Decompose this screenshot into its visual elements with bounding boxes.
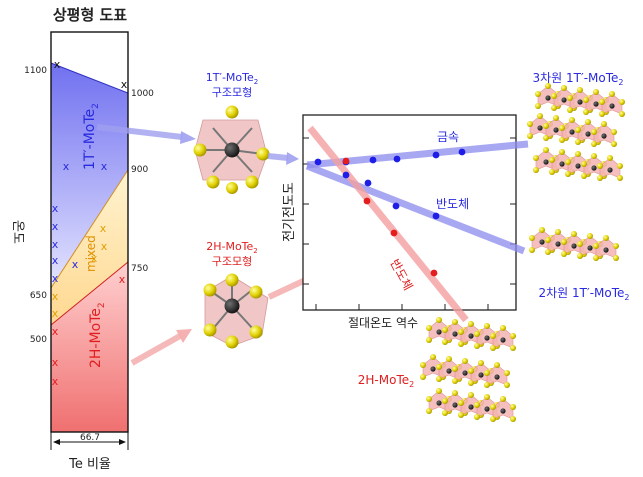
crystal-3d-structure	[527, 83, 625, 181]
data-point	[430, 269, 438, 277]
region-2h-label: 2H-MoTe2	[88, 302, 107, 368]
marker: x	[101, 160, 108, 173]
marker: x	[52, 290, 59, 303]
marker: x	[52, 325, 59, 338]
temperature-axis-label: 온도	[10, 220, 25, 244]
region-mixed	[51, 170, 128, 325]
crystal-2h-structure	[420, 317, 516, 422]
crystal-2d-structure	[529, 227, 619, 261]
temp-right-1000: 1000	[131, 89, 154, 99]
region-1t	[51, 63, 128, 288]
marker: x	[52, 238, 59, 251]
crystal-2d-label: 2차원 1T′-MoTe2	[538, 286, 629, 302]
phase-diagram-title: 상평형 도표	[53, 6, 127, 24]
region-mixed-label: mixed	[84, 235, 98, 272]
inverse-temperature-axis-label: 절대온도 역수	[348, 316, 418, 330]
phase-frame	[50, 31, 129, 433]
semiconductor-label-blue: 반도체	[436, 197, 469, 211]
marker: x	[72, 258, 79, 271]
data-point	[393, 155, 401, 163]
structure-2h-model-diagram	[203, 273, 269, 349]
crystal-3d-label: 3차원 1T′-MoTe2	[532, 71, 623, 87]
structure-1t-model-diagram	[193, 105, 270, 194]
temp-left-650: 650	[30, 291, 47, 301]
structure-1t-model: 구조모형	[212, 86, 252, 99]
region-2h	[51, 262, 128, 432]
marker: x	[54, 58, 61, 71]
marker: x	[101, 240, 108, 253]
data-point	[390, 229, 398, 237]
temp-right-750: 750	[131, 264, 148, 274]
x-tick-66-7: 66.7	[80, 433, 100, 443]
metal-label: 금속	[437, 130, 459, 144]
data-point	[369, 156, 377, 164]
region-1t-label: 1T′-MoTe2	[82, 103, 101, 170]
data-point	[432, 151, 440, 159]
te-ratio-label: Te 비율	[68, 457, 111, 472]
marker: x	[100, 222, 107, 235]
conductivity-plot: 금속 반도체 반도체	[302, 114, 529, 323]
structure-1t-label: 1T′-MoTe2	[206, 71, 259, 86]
temp-right-900: 900	[131, 165, 148, 175]
marker: x	[52, 220, 59, 233]
marker: x	[52, 272, 59, 285]
temp-left-500: 500	[30, 335, 47, 345]
semiconductor-band-red	[307, 125, 469, 323]
temp-left-1100: 1100	[24, 66, 47, 76]
semiconductor-band-blue	[305, 162, 526, 255]
crystal-2h-label: 2H-MoTe2	[358, 373, 414, 389]
marker: x	[91, 252, 98, 265]
marker: x	[52, 375, 59, 388]
data-point	[342, 157, 350, 165]
marker: x	[119, 273, 126, 286]
data-points	[314, 148, 466, 277]
marker: x	[52, 202, 59, 215]
phase-markers: x x x x x x x x x x x x x x x x x x x	[52, 58, 128, 388]
marker: x	[121, 78, 128, 91]
structure-2h-label: 2H-MoTe2	[206, 240, 258, 255]
marker: x	[52, 254, 59, 267]
marker: x	[63, 160, 70, 173]
phase-diagram	[50, 31, 129, 433]
data-point	[458, 148, 466, 156]
conductivity-axis-label: 전기전도도	[282, 182, 297, 242]
data-point	[314, 158, 322, 166]
data-point	[363, 197, 371, 205]
structure-2h-model: 구조모형	[212, 255, 252, 268]
marker: x	[52, 356, 59, 369]
data-point	[392, 202, 400, 210]
data-point	[432, 212, 440, 220]
data-point	[342, 171, 350, 179]
data-point	[364, 179, 372, 187]
marker: x	[52, 307, 59, 320]
